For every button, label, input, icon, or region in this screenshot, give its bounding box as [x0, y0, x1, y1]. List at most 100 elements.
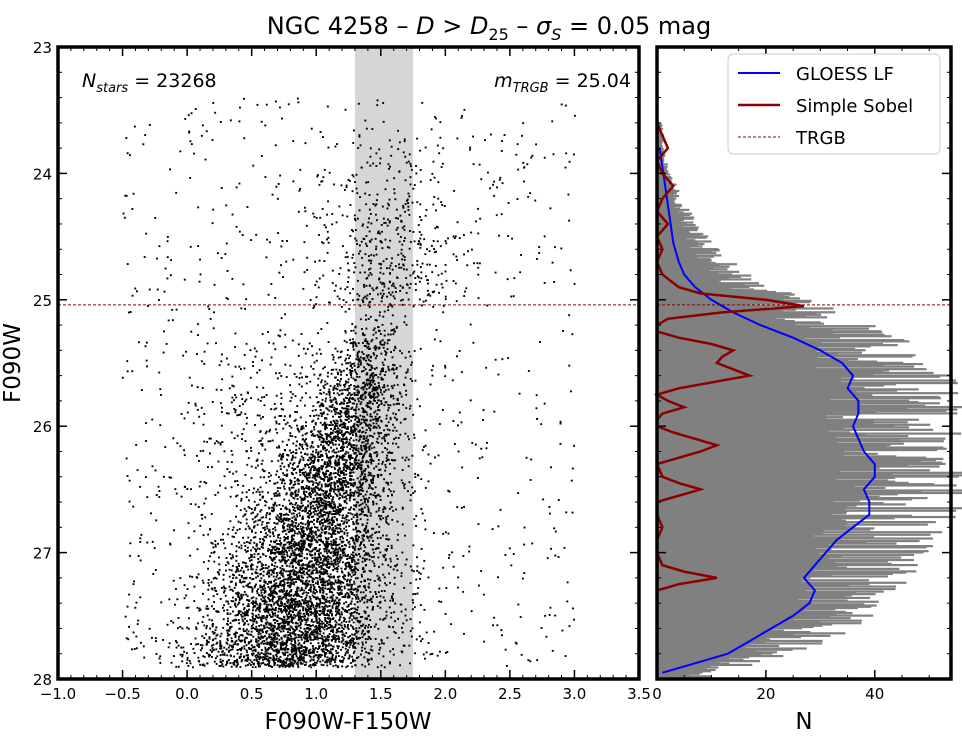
- cmd-point: [381, 462, 384, 465]
- cmd-point: [316, 650, 319, 653]
- cmd-point: [431, 652, 434, 655]
- cmd-point: [334, 623, 337, 626]
- cmd-point: [355, 444, 358, 447]
- cmd-point: [254, 536, 257, 539]
- cmd-point: [372, 476, 375, 479]
- cmd-point: [260, 652, 263, 654]
- cmd-point: [360, 542, 362, 545]
- cmd-point: [274, 529, 277, 532]
- cmd-point: [278, 626, 281, 629]
- cmd-point: [329, 495, 332, 497]
- cmd-point: [396, 375, 399, 378]
- cmd-point: [303, 600, 305, 603]
- cmd-point: [312, 565, 315, 568]
- cmd-point: [307, 603, 310, 606]
- cmd-point: [393, 416, 396, 419]
- cmd-point: [272, 660, 275, 662]
- cmd-point: [353, 408, 355, 411]
- cmd-point: [378, 469, 380, 471]
- cmd-point: [377, 476, 380, 478]
- cmd-point: [313, 586, 316, 588]
- cmd-point: [315, 618, 318, 621]
- cmd-point: [352, 521, 355, 523]
- cmd-point: [329, 433, 332, 435]
- cmd-point: [245, 491, 248, 494]
- cmd-point: [369, 458, 372, 461]
- cmd-point: [311, 409, 314, 412]
- cmd-point: [219, 635, 222, 638]
- cmd-point: [346, 591, 349, 594]
- cmd-point: [382, 534, 384, 537]
- cmd-point: [270, 552, 273, 555]
- cmd-point: [331, 657, 334, 660]
- cmd-point: [297, 561, 300, 564]
- cmd-point: [350, 372, 353, 375]
- cmd-point: [340, 478, 343, 480]
- cmd-point: [373, 389, 376, 392]
- cmd-point: [336, 560, 339, 563]
- cmd-point: [323, 572, 326, 575]
- cmd-point: [358, 438, 361, 441]
- cmd-point: [389, 581, 391, 584]
- cmd-point: [342, 486, 345, 489]
- cmd-point: [326, 580, 329, 582]
- cmd-point: [360, 444, 362, 447]
- cmd-point: [302, 615, 305, 618]
- cmd-point: [251, 616, 254, 618]
- cmd-point: [305, 485, 308, 487]
- cmd-point: [358, 359, 361, 362]
- cmd-point: [309, 638, 312, 641]
- cmd-point: [343, 544, 346, 546]
- cmd-point: [372, 544, 374, 546]
- cmd-point: [304, 635, 307, 638]
- cmd-point: [270, 474, 272, 477]
- cmd-point: [329, 583, 331, 585]
- cmd-point: [308, 580, 311, 583]
- cmd-point: [338, 655, 340, 657]
- cmd-point: [309, 458, 312, 461]
- cmd-point: [250, 554, 253, 557]
- cmd-point: [307, 612, 309, 615]
- cmd-point: [366, 464, 369, 467]
- cmd-point: [252, 536, 255, 539]
- cmd-point: [338, 481, 340, 483]
- cmd-point: [319, 512, 322, 515]
- cmd-point: [257, 661, 260, 663]
- cmd-point: [208, 618, 211, 621]
- cmd-point: [267, 648, 270, 650]
- cmd-point: [303, 497, 306, 499]
- cmd-point: [360, 436, 363, 438]
- cmd-point: [379, 391, 382, 394]
- cmd-point: [349, 488, 352, 491]
- cmd-point: [344, 652, 347, 655]
- cmd-point: [340, 438, 343, 441]
- cmd-point: [318, 405, 321, 408]
- cmd-point: [314, 664, 317, 666]
- cmd-point: [298, 629, 301, 632]
- cmd-point: [316, 596, 319, 599]
- cmd-point: [283, 585, 285, 588]
- cmd-point: [295, 654, 298, 657]
- cmd-point: [351, 370, 354, 372]
- cmd-point: [230, 625, 233, 628]
- cmd-point: [322, 440, 325, 443]
- cmd-point: [266, 616, 269, 619]
- cmd-point: [352, 528, 355, 531]
- cmd-point: [334, 561, 337, 563]
- cmd-point: [346, 494, 349, 496]
- cmd-point: [395, 554, 398, 557]
- cmd-point: [340, 621, 343, 624]
- cmd-point: [285, 642, 288, 645]
- cmd-point: [315, 558, 318, 561]
- cmd-point: [216, 633, 219, 636]
- cmd-point: [342, 581, 345, 584]
- cmd-point: [368, 599, 371, 602]
- cmd-point: [345, 473, 348, 476]
- cmd-point: [381, 393, 384, 396]
- cmd-point: [372, 372, 375, 374]
- cmd-point: [392, 599, 394, 602]
- cmd-point: [341, 545, 343, 548]
- cmd-point: [269, 535, 272, 538]
- cmd-point: [352, 538, 355, 541]
- cmd-point: [407, 435, 409, 438]
